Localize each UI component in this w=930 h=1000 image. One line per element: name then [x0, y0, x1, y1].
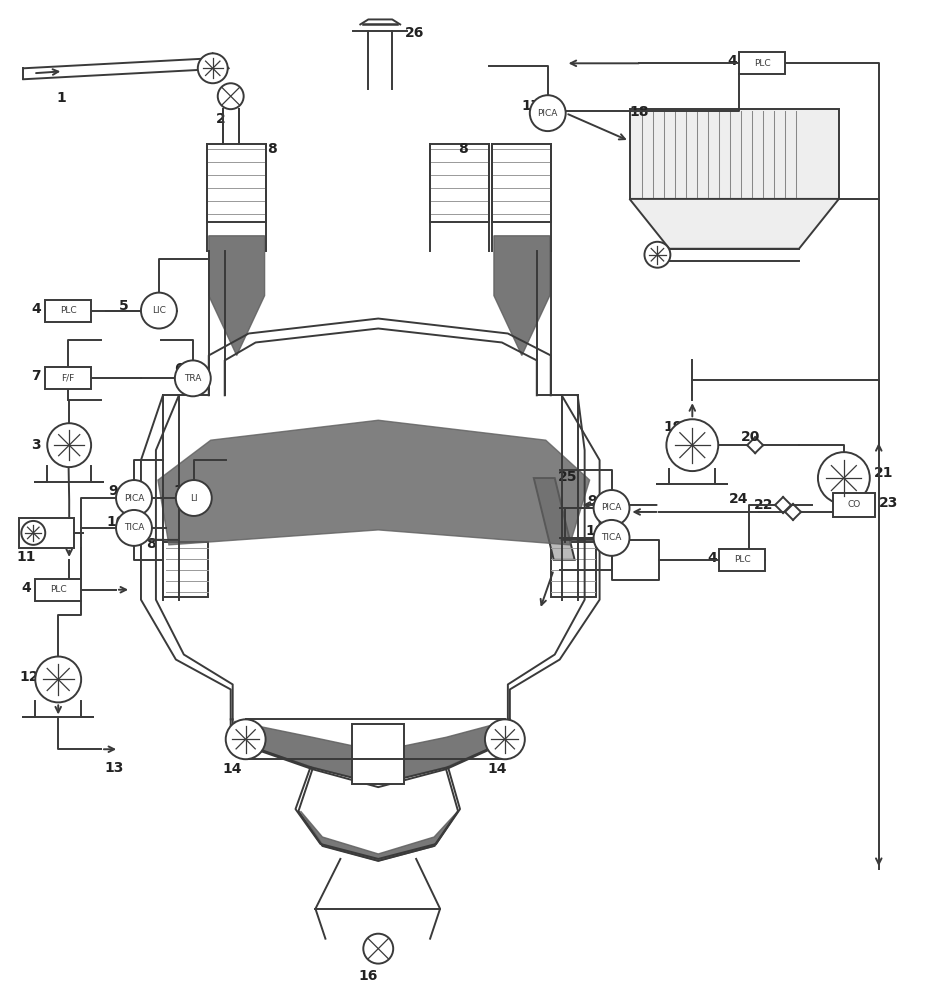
Bar [206, 144, 266, 222]
Text: 16: 16 [358, 969, 378, 983]
Bar [551, 542, 595, 597]
Circle shape [198, 53, 228, 83]
Text: TICA: TICA [602, 533, 622, 542]
Circle shape [35, 657, 81, 702]
Text: CO: CO [847, 500, 860, 509]
Circle shape [593, 490, 630, 526]
Text: 1: 1 [56, 91, 66, 105]
Text: 3: 3 [32, 438, 41, 452]
Text: 20: 20 [741, 430, 761, 444]
Circle shape [175, 360, 211, 396]
Text: 8: 8 [268, 142, 277, 156]
Bar [719, 549, 765, 571]
Circle shape [364, 934, 393, 964]
Circle shape [644, 242, 671, 268]
Text: 26: 26 [405, 26, 425, 40]
Bar [163, 542, 207, 597]
Bar [352, 724, 405, 784]
Text: 4: 4 [727, 54, 737, 68]
Text: 23: 23 [879, 496, 898, 510]
Text: PLC: PLC [734, 555, 751, 564]
Text: 25: 25 [558, 470, 578, 484]
Circle shape [218, 83, 244, 109]
Text: PICA: PICA [602, 503, 622, 512]
Text: TRA: TRA [184, 374, 202, 383]
Bar [492, 144, 551, 222]
Text: 4: 4 [708, 551, 717, 565]
Text: 5: 5 [119, 299, 128, 313]
Text: 7: 7 [32, 369, 41, 383]
Text: LI: LI [190, 494, 197, 503]
Text: F/F: F/F [61, 374, 74, 383]
Text: 14: 14 [222, 762, 242, 776]
Text: 10: 10 [106, 515, 126, 529]
Text: PLC: PLC [50, 585, 67, 594]
Bar [20, 518, 74, 548]
Circle shape [530, 95, 565, 131]
Polygon shape [534, 478, 575, 560]
Polygon shape [630, 199, 839, 249]
Circle shape [47, 423, 91, 467]
Text: 18: 18 [630, 105, 649, 119]
Circle shape [226, 719, 266, 759]
Text: 19: 19 [663, 420, 683, 434]
Text: 4: 4 [21, 581, 31, 595]
Text: 2: 2 [216, 112, 225, 126]
Circle shape [176, 480, 212, 516]
Text: 17: 17 [522, 99, 541, 113]
Bar [630, 109, 839, 199]
Circle shape [21, 521, 46, 545]
Polygon shape [234, 721, 506, 784]
Text: 12: 12 [20, 670, 39, 684]
Text: 22: 22 [754, 498, 774, 512]
Text: PICA: PICA [538, 109, 558, 118]
Text: PICA: PICA [124, 494, 144, 503]
Text: 21: 21 [874, 466, 894, 480]
Text: 8: 8 [598, 537, 607, 551]
Circle shape [593, 520, 630, 556]
Polygon shape [494, 236, 550, 355]
Circle shape [141, 293, 177, 329]
Circle shape [667, 419, 718, 471]
Circle shape [818, 452, 870, 504]
Bar [430, 144, 489, 222]
Text: LIC: LIC [152, 306, 166, 315]
Bar [46, 300, 91, 322]
Text: 15: 15 [174, 484, 193, 498]
Circle shape [116, 510, 152, 546]
Polygon shape [208, 236, 265, 355]
Text: 6: 6 [174, 362, 183, 376]
Polygon shape [158, 420, 590, 545]
Bar [35, 579, 81, 601]
Bar [833, 493, 875, 517]
Text: 24: 24 [729, 492, 749, 506]
Text: 9: 9 [588, 494, 597, 508]
Text: PLC: PLC [754, 59, 770, 68]
Bar [46, 367, 91, 389]
Text: 9: 9 [108, 484, 118, 498]
Text: 11: 11 [17, 550, 36, 564]
Text: 8: 8 [458, 142, 468, 156]
Bar [739, 52, 785, 74]
Circle shape [485, 719, 525, 759]
Text: 8: 8 [146, 537, 155, 551]
Circle shape [116, 480, 152, 516]
Polygon shape [300, 811, 458, 861]
Text: TICA: TICA [124, 523, 144, 532]
Text: PLC: PLC [60, 306, 76, 315]
Text: 10: 10 [586, 524, 605, 538]
Text: 13: 13 [104, 761, 124, 775]
Text: 4: 4 [32, 302, 41, 316]
Text: 14: 14 [488, 762, 508, 776]
